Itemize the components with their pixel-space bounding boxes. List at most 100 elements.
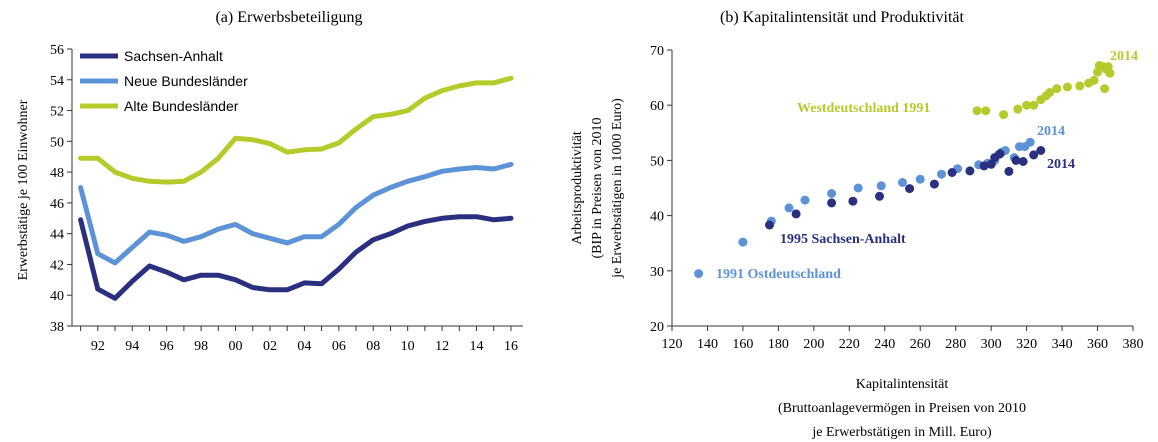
chart-a-title: (a) Erwerbsbeteiligung <box>215 9 362 26</box>
chart-b-point-neue <box>898 178 907 187</box>
chart-b-point-alte <box>1075 81 1085 91</box>
chart-b-xtick-label: 380 <box>1123 337 1144 352</box>
chart-a: (a) Erwerbsbeteiligung Erwerbstätige je … <box>16 9 523 354</box>
chart-b-ytick-label: 20 <box>650 320 664 335</box>
chart-a-xtick-label: 02 <box>263 339 277 354</box>
chart-a-xtick-label: 06 <box>332 339 346 354</box>
chart-b-point-sachsen <box>965 166 975 176</box>
chart-a-ytick-label: 44 <box>50 228 64 243</box>
chart-b-point-sachsen <box>1004 166 1014 176</box>
chart-b-xtick-label: 360 <box>1087 337 1108 352</box>
chart-b-xtick-label: 160 <box>732 337 753 352</box>
chart-a-xtick-label: 00 <box>229 339 243 354</box>
chart-b: (b) Kapitalintensität und Produktivität … <box>570 9 1144 440</box>
chart-a-ytick-label: 48 <box>50 166 64 181</box>
chart-a-ytick-label: 52 <box>50 105 64 120</box>
chart-b-point-sachsen <box>979 161 989 171</box>
chart-b-point-sachsen <box>947 168 957 177</box>
chart-a-ytick-label: 56 <box>50 43 64 58</box>
chart-b-point-neue <box>784 203 794 213</box>
chart-b-annotation: 2014 <box>1047 157 1075 172</box>
chart-b-ytick-label: 50 <box>650 154 664 169</box>
chart-b-point-neue <box>694 269 704 279</box>
chart-a-ytick-label: 54 <box>50 74 64 89</box>
chart-a-xtick-label: 04 <box>297 339 311 354</box>
chart-b-xlabel-line: (Bruttoanlagevermögen in Preisen von 201… <box>778 401 1026 416</box>
chart-b-point-sachsen <box>827 198 837 208</box>
chart-a-xtick-label: 96 <box>160 339 174 354</box>
chart-b-xlabel-line: je Erwerbstätigen in Mill. Euro) <box>811 425 992 440</box>
chart-b-point-alte <box>1022 100 1032 110</box>
chart-b-point-sachsen <box>765 220 774 230</box>
chart-a-series-line-2 <box>78 75 514 185</box>
chart-a-xtick-label: 14 <box>470 339 484 354</box>
chart-b-point-sachsen <box>1036 146 1046 155</box>
chart-b-xtick-label: 200 <box>803 337 824 352</box>
chart-b-point-alte <box>981 106 991 116</box>
chart-a-xtick-label: 92 <box>91 339 105 354</box>
chart-b-point-sachsen <box>905 184 915 194</box>
chart-a-ytick-label: 42 <box>50 258 64 273</box>
chart-b-xtick-label: 180 <box>768 337 789 352</box>
chart-b-point-sachsen <box>875 191 884 201</box>
chart-b-xtick-label: 280 <box>945 337 966 352</box>
chart-b-point-neue <box>738 237 748 247</box>
chart-b-point-sachsen <box>986 159 996 169</box>
chart-b-point-alte <box>1062 82 1072 92</box>
chart-b-point-sachsen <box>848 196 858 206</box>
chart-b-ylabel-line: (BIP in Preisen von 2010 <box>590 117 605 258</box>
chart-b-point-sachsen <box>929 179 939 189</box>
chart-b-ytick-label: 30 <box>650 265 664 280</box>
chart-b-point-neue <box>876 181 886 191</box>
chart-b-annotation: 1995 Sachsen-Anhalt <box>780 232 906 247</box>
chart-b-xtick-label: 140 <box>697 337 718 352</box>
chart-b-ytick-label: 60 <box>650 99 664 114</box>
chart-a-ytick-label: 46 <box>50 197 64 212</box>
chart-b-ytick-label: 70 <box>650 44 664 59</box>
chart-a-legend-label: Sachsen-Anhalt <box>124 48 223 64</box>
chart-b-ytick-label: 40 <box>650 210 664 225</box>
chart-b-point-alte <box>1045 88 1055 97</box>
chart-a-ylabel: Erwerbstätige je 100 Einwohner <box>16 99 31 280</box>
chart-b-point-neue <box>853 183 863 193</box>
chart-a-ytick-label: 40 <box>50 289 64 304</box>
chart-a-xtick-label: 12 <box>435 339 449 354</box>
chart-b-point-alte <box>1013 104 1023 114</box>
chart-b-point-alte <box>1029 100 1039 110</box>
chart-b-point-neue <box>1025 137 1035 147</box>
chart-b-point-alte <box>1052 84 1062 94</box>
chart-b-title: (b) Kapitalintensität und Produktivität <box>720 9 965 26</box>
chart-b-xlabel: Kapitalintensität (Bruttoanlagevermögen i… <box>778 377 1026 440</box>
chart-b-annotation: 1991 Ostdeutschland <box>716 267 841 282</box>
chart-b-point-sachsen <box>791 209 801 219</box>
chart-a-legend-label: Alte Bundesländer <box>124 98 239 114</box>
chart-a-xtick-label: 98 <box>194 339 208 354</box>
chart-a-series-line-0 <box>78 214 514 301</box>
chart-b-xtick-label: 240 <box>874 337 895 352</box>
chart-b-point-neue <box>827 189 837 198</box>
chart-b-point-alte <box>1100 84 1110 94</box>
chart-b-xtick-label: 120 <box>662 337 683 352</box>
chart-a-xtick-label: 10 <box>401 339 415 354</box>
chart-b-annotation: 2014 <box>1110 49 1138 64</box>
chart-b-xlabel-line: Kapitalintensität <box>856 377 949 392</box>
chart-b-xtick-label: 300 <box>981 337 1002 352</box>
chart-b-point-neue <box>937 169 946 179</box>
chart-a-ytick-label: 50 <box>50 135 64 150</box>
chart-b-point-alte <box>1089 75 1099 85</box>
chart-b-annotation: Westdeutschland 1991 <box>797 101 930 116</box>
chart-b-point-sachsen <box>1029 150 1039 160</box>
chart-b-point-alte <box>999 110 1009 120</box>
chart-a-xtick-label: 08 <box>366 339 380 354</box>
chart-b-xtick-label: 340 <box>1052 337 1073 352</box>
chart-b-point-neue <box>800 195 810 205</box>
chart-a-legend-label: Neue Bundesländer <box>124 73 248 89</box>
chart-a-xtick-label: 16 <box>504 339 518 354</box>
chart-b-point-sachsen <box>1018 157 1028 166</box>
chart-b-annotation: 2014 <box>1037 124 1065 139</box>
chart-b-point-alte <box>1105 68 1115 78</box>
chart-b-xtick-label: 260 <box>910 337 931 352</box>
chart-b-ylabel-line: Arbeitsproduktivität <box>570 131 585 245</box>
chart-a-ytick-label: 38 <box>50 320 64 335</box>
